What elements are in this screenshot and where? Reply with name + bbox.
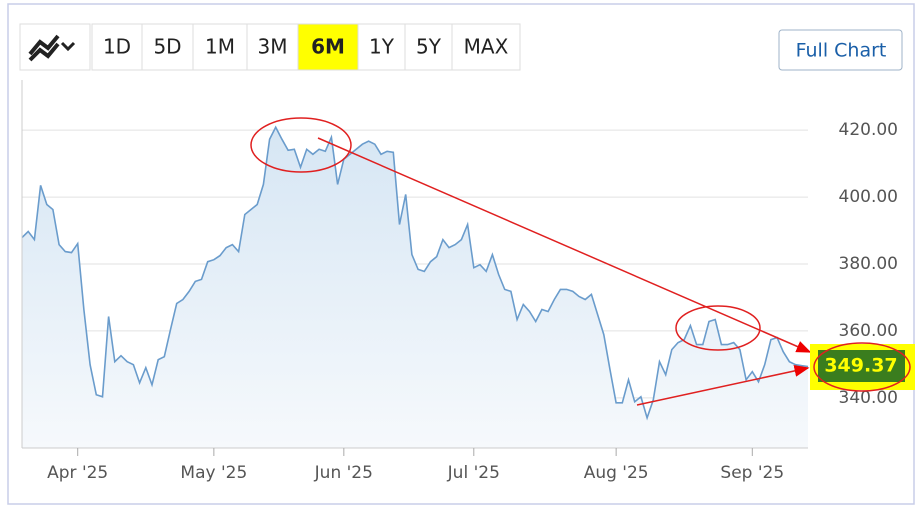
range-label: 1M — [205, 35, 235, 59]
x-tick-label: Sep '25 — [720, 463, 784, 483]
x-tick-label: Jun '25 — [314, 463, 373, 483]
range-label: 3M — [258, 35, 288, 59]
annotation-ellipse — [250, 117, 352, 173]
x-tick-label: May '25 — [180, 463, 247, 483]
y-tick-label: 380.00 — [839, 254, 898, 274]
full-chart-label: Full Chart — [796, 40, 887, 62]
y-tick-label: 420.00 — [839, 120, 898, 140]
annotation-ellipse — [675, 305, 761, 351]
x-tick-label: Jul '25 — [447, 463, 500, 483]
range-label: MAX — [464, 35, 509, 59]
range-label: 5Y — [416, 35, 442, 59]
toolbar: 1D 5D 1M 3M 6M 1Y 5Y MAX — [19, 23, 521, 71]
range-button[interactable] — [357, 23, 406, 71]
dropdown-arrow — [60, 41, 76, 52]
price-box — [818, 350, 905, 382]
range-label: 1Y — [369, 35, 395, 59]
y-tick-label: 340.00 — [839, 388, 898, 408]
annotation-arrow — [317, 137, 812, 353]
annotation-ellipse — [813, 342, 911, 392]
full-chart-button[interactable] — [778, 29, 903, 71]
range-label: 1D — [103, 35, 131, 59]
last-price: 349.37 — [824, 355, 897, 377]
range-button[interactable] — [404, 23, 453, 71]
range-button[interactable] — [141, 23, 194, 71]
chart-type-icon — [28, 34, 60, 62]
price-line — [21, 125, 809, 421]
range-button[interactable] — [91, 23, 143, 71]
annotation-arrow — [636, 364, 810, 406]
range-button[interactable] — [246, 23, 299, 71]
range-label: 5D — [153, 35, 181, 59]
range-button[interactable] — [451, 23, 521, 71]
range-button[interactable] — [192, 23, 248, 71]
y-tick-label: 400.00 — [839, 187, 898, 207]
range-label: 6M — [311, 35, 345, 59]
area — [22, 127, 808, 448]
y-tick-label: 360.00 — [839, 321, 898, 341]
x-tick-label: Apr '25 — [47, 463, 108, 483]
x-tick-label: Aug '25 — [584, 463, 649, 483]
